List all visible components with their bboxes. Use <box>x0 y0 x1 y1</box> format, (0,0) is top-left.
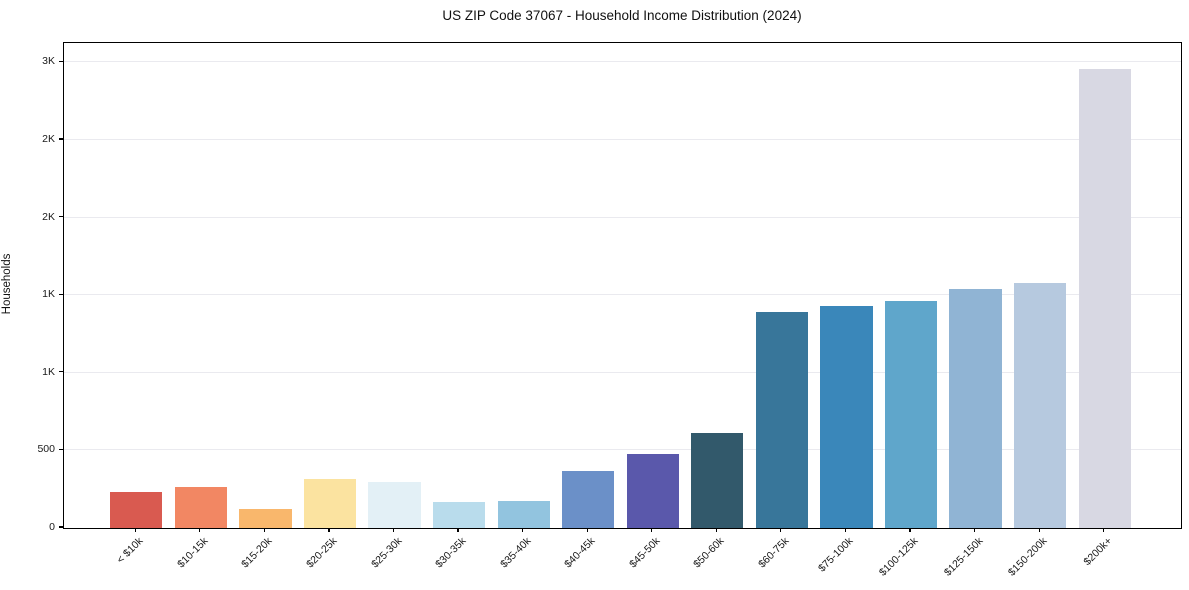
bar <box>497 500 550 528</box>
bar-slot <box>556 43 621 528</box>
y-tick-label: 1K <box>42 288 55 301</box>
x-tick-mark <box>973 528 976 532</box>
y-tick-mark <box>59 60 63 62</box>
bar <box>368 482 421 528</box>
y-tick-mark <box>59 216 63 218</box>
y-tick-label: 2K <box>42 210 55 223</box>
bar-slot <box>491 43 556 528</box>
bar <box>239 509 292 528</box>
x-tick-mark <box>328 528 330 532</box>
gridline <box>64 294 1181 296</box>
bar <box>110 492 163 528</box>
bar <box>432 502 486 528</box>
bars-row <box>64 43 1181 528</box>
bar-slot <box>685 43 750 528</box>
bar-slot <box>362 43 427 528</box>
x-tick-mark <box>715 528 717 532</box>
gridline <box>64 61 1181 63</box>
bar-slot <box>298 43 363 528</box>
bar-slot <box>427 43 492 528</box>
bar <box>174 486 227 528</box>
bar <box>626 454 679 528</box>
y-tick-mark <box>59 526 63 528</box>
plot-area <box>63 42 1182 529</box>
bar-slot <box>943 43 1008 528</box>
x-tick-mark <box>134 528 136 532</box>
y-tick-label: 2K <box>42 133 55 145</box>
gridline <box>64 139 1181 140</box>
bar-slot <box>750 43 815 528</box>
x-tick-mark <box>780 528 782 532</box>
bar <box>884 301 938 528</box>
bar <box>691 433 744 528</box>
x-tick-mark <box>199 528 201 532</box>
x-tick-label: < $10k <box>114 535 146 566</box>
x-tick-mark <box>1038 528 1040 532</box>
gridline <box>64 449 1181 451</box>
y-tick-mark <box>59 371 63 373</box>
x-tick-mark <box>1103 528 1105 532</box>
bar-slot <box>169 43 234 528</box>
y-tick-label: 3K <box>42 55 55 68</box>
bar-slot <box>233 43 298 528</box>
bar <box>755 311 809 528</box>
bar-slot <box>1072 43 1137 528</box>
gridline <box>64 371 1181 373</box>
bar <box>949 289 1002 528</box>
x-tick-mark <box>909 528 911 532</box>
y-tick-label: 500 <box>37 443 55 456</box>
x-tick-mark <box>522 528 524 532</box>
y-tick-mark <box>59 448 63 450</box>
x-tick-mark <box>392 528 395 532</box>
y-tick-label: 1K <box>42 365 55 378</box>
bar <box>1014 282 1067 528</box>
bar <box>820 306 873 528</box>
y-axis-label: Households <box>1 253 13 315</box>
bar <box>303 479 357 528</box>
x-tick-mark <box>457 528 459 532</box>
y-tick-label: 0 <box>49 521 55 533</box>
bar-slot <box>1008 43 1073 528</box>
bar-slot <box>104 43 169 528</box>
bar-slot <box>621 43 686 528</box>
bar-slot <box>814 43 879 528</box>
bar-slot <box>879 43 944 528</box>
x-tick-mark <box>651 528 653 532</box>
y-tick-mark <box>59 293 63 295</box>
bar <box>562 470 615 528</box>
x-tick-mark <box>263 528 265 532</box>
x-tick-mark <box>586 528 588 532</box>
bar <box>1078 68 1131 528</box>
gridline <box>64 216 1181 218</box>
y-tick-mark <box>59 138 63 140</box>
x-tick-mark <box>844 528 847 532</box>
chart-title: US ZIP Code 37067 - Household Income Dis… <box>442 8 802 23</box>
